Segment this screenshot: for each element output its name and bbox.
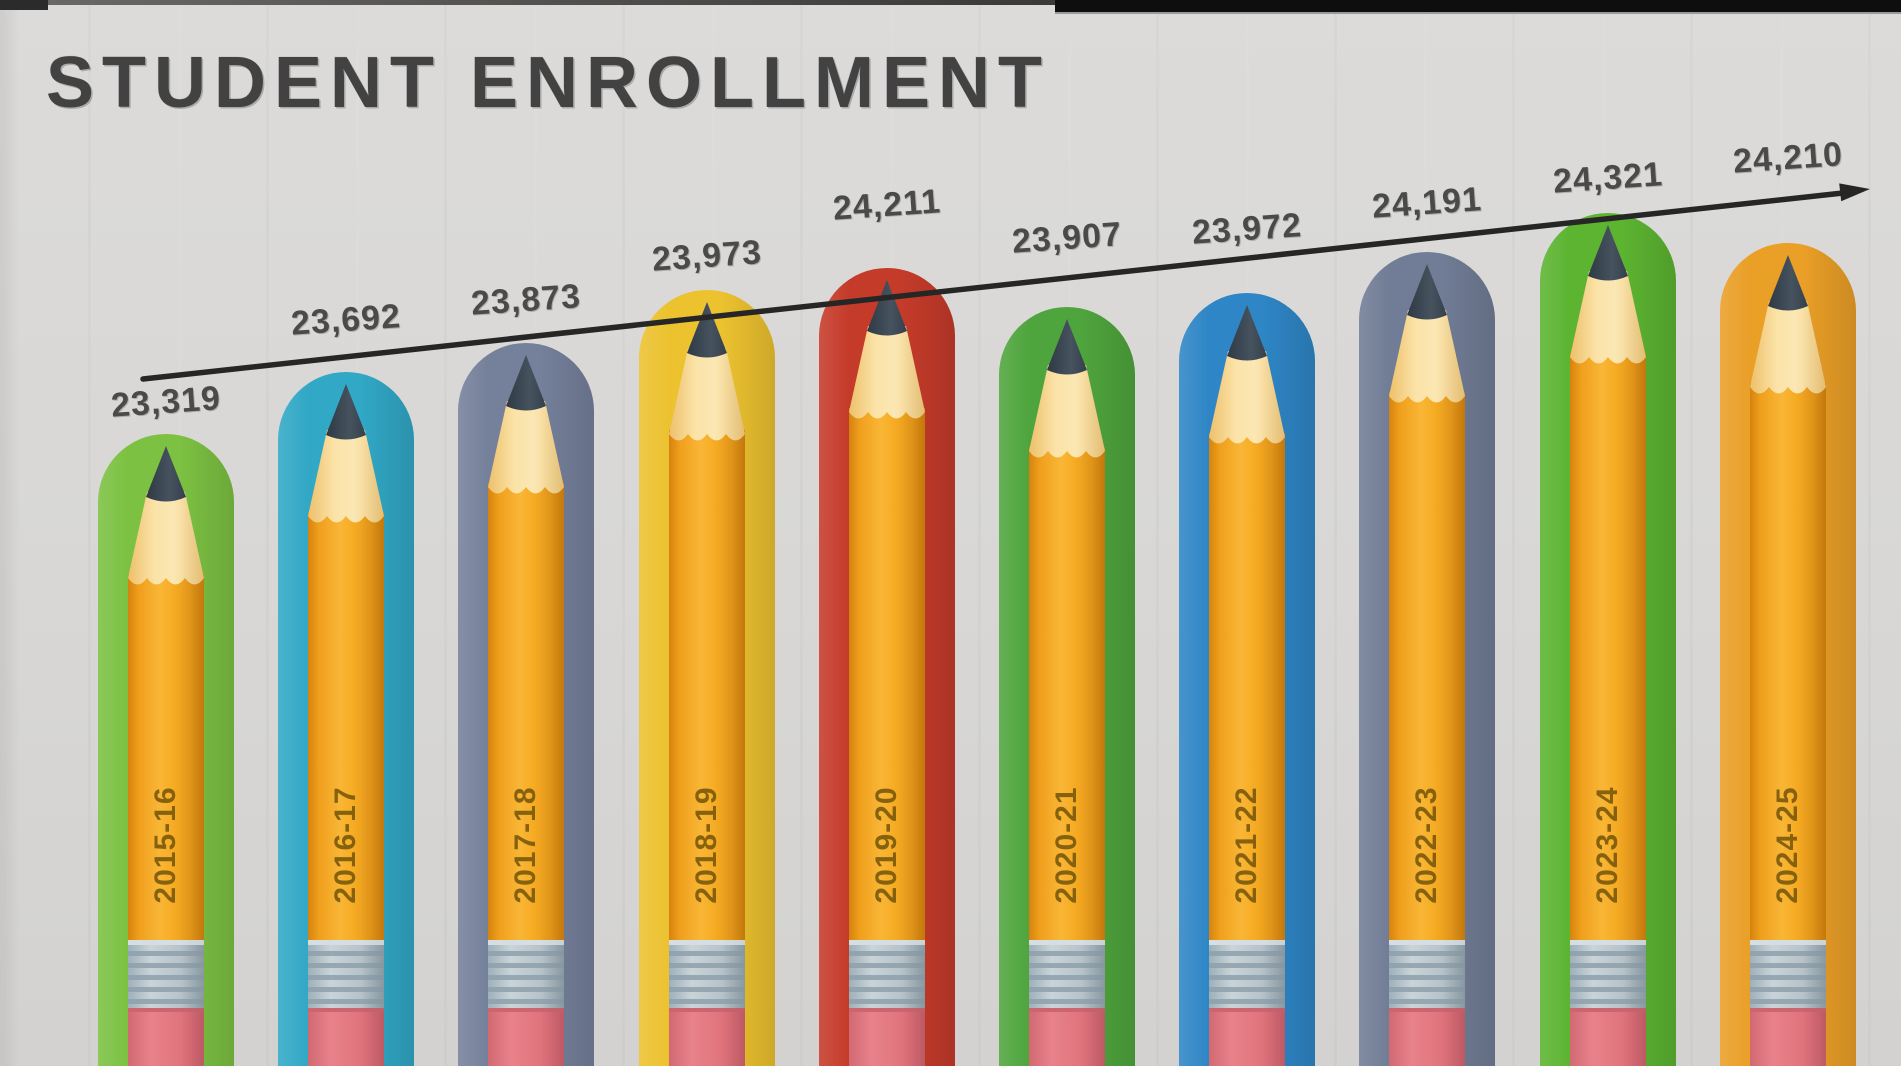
capsule-shading bbox=[1720, 243, 1856, 1066]
year-label-2017-18: 2017-18 bbox=[509, 786, 542, 904]
capsule-shading bbox=[278, 372, 414, 1066]
year-label-2023-24: 2023-24 bbox=[1591, 786, 1624, 904]
pencil-bar-2024-25 bbox=[1720, 243, 1856, 1066]
year-label-2018-19: 2018-19 bbox=[690, 786, 723, 904]
pencil-bar-2022-23 bbox=[1359, 252, 1495, 1066]
year-label-2015-16: 2015-16 bbox=[149, 786, 182, 904]
video-letterbox-line bbox=[0, 0, 1901, 5]
pencil-bar-2023-24 bbox=[1540, 213, 1676, 1066]
capsule-shading bbox=[639, 290, 775, 1066]
capsule-shading bbox=[98, 434, 234, 1066]
year-label-2019-20: 2019-20 bbox=[870, 786, 903, 904]
pencil-bar-2020-21 bbox=[999, 307, 1135, 1066]
capsule-shading bbox=[1540, 213, 1676, 1066]
year-label-2021-22: 2021-22 bbox=[1230, 786, 1263, 904]
page-title: STUDENT ENROLLMENT bbox=[46, 43, 1050, 123]
video-letterbox-bar bbox=[1055, 0, 1901, 14]
pencil-bar-2015-16 bbox=[98, 434, 234, 1066]
pencil-bar-2019-20 bbox=[819, 268, 955, 1066]
capsule-shading bbox=[819, 268, 955, 1066]
trend-arrowhead bbox=[1839, 183, 1870, 202]
pencil-bar-2017-18 bbox=[458, 343, 594, 1066]
pencil-bar-2021-22 bbox=[1179, 293, 1315, 1066]
pencil-bar-2018-19 bbox=[639, 290, 775, 1066]
pencil-bar-2016-17 bbox=[278, 372, 414, 1066]
trend-line bbox=[140, 190, 1846, 382]
video-letterbox-corner bbox=[0, 0, 48, 10]
capsule-shading bbox=[1179, 293, 1315, 1066]
year-label-2022-23: 2022-23 bbox=[1410, 786, 1443, 904]
capsule-shading bbox=[458, 343, 594, 1066]
capsule-shading bbox=[999, 307, 1135, 1066]
year-label-2020-21: 2020-21 bbox=[1050, 786, 1083, 904]
year-label-2024-25: 2024-25 bbox=[1771, 786, 1804, 904]
year-label-2016-17: 2016-17 bbox=[329, 786, 362, 904]
capsule-shading bbox=[1359, 252, 1495, 1066]
